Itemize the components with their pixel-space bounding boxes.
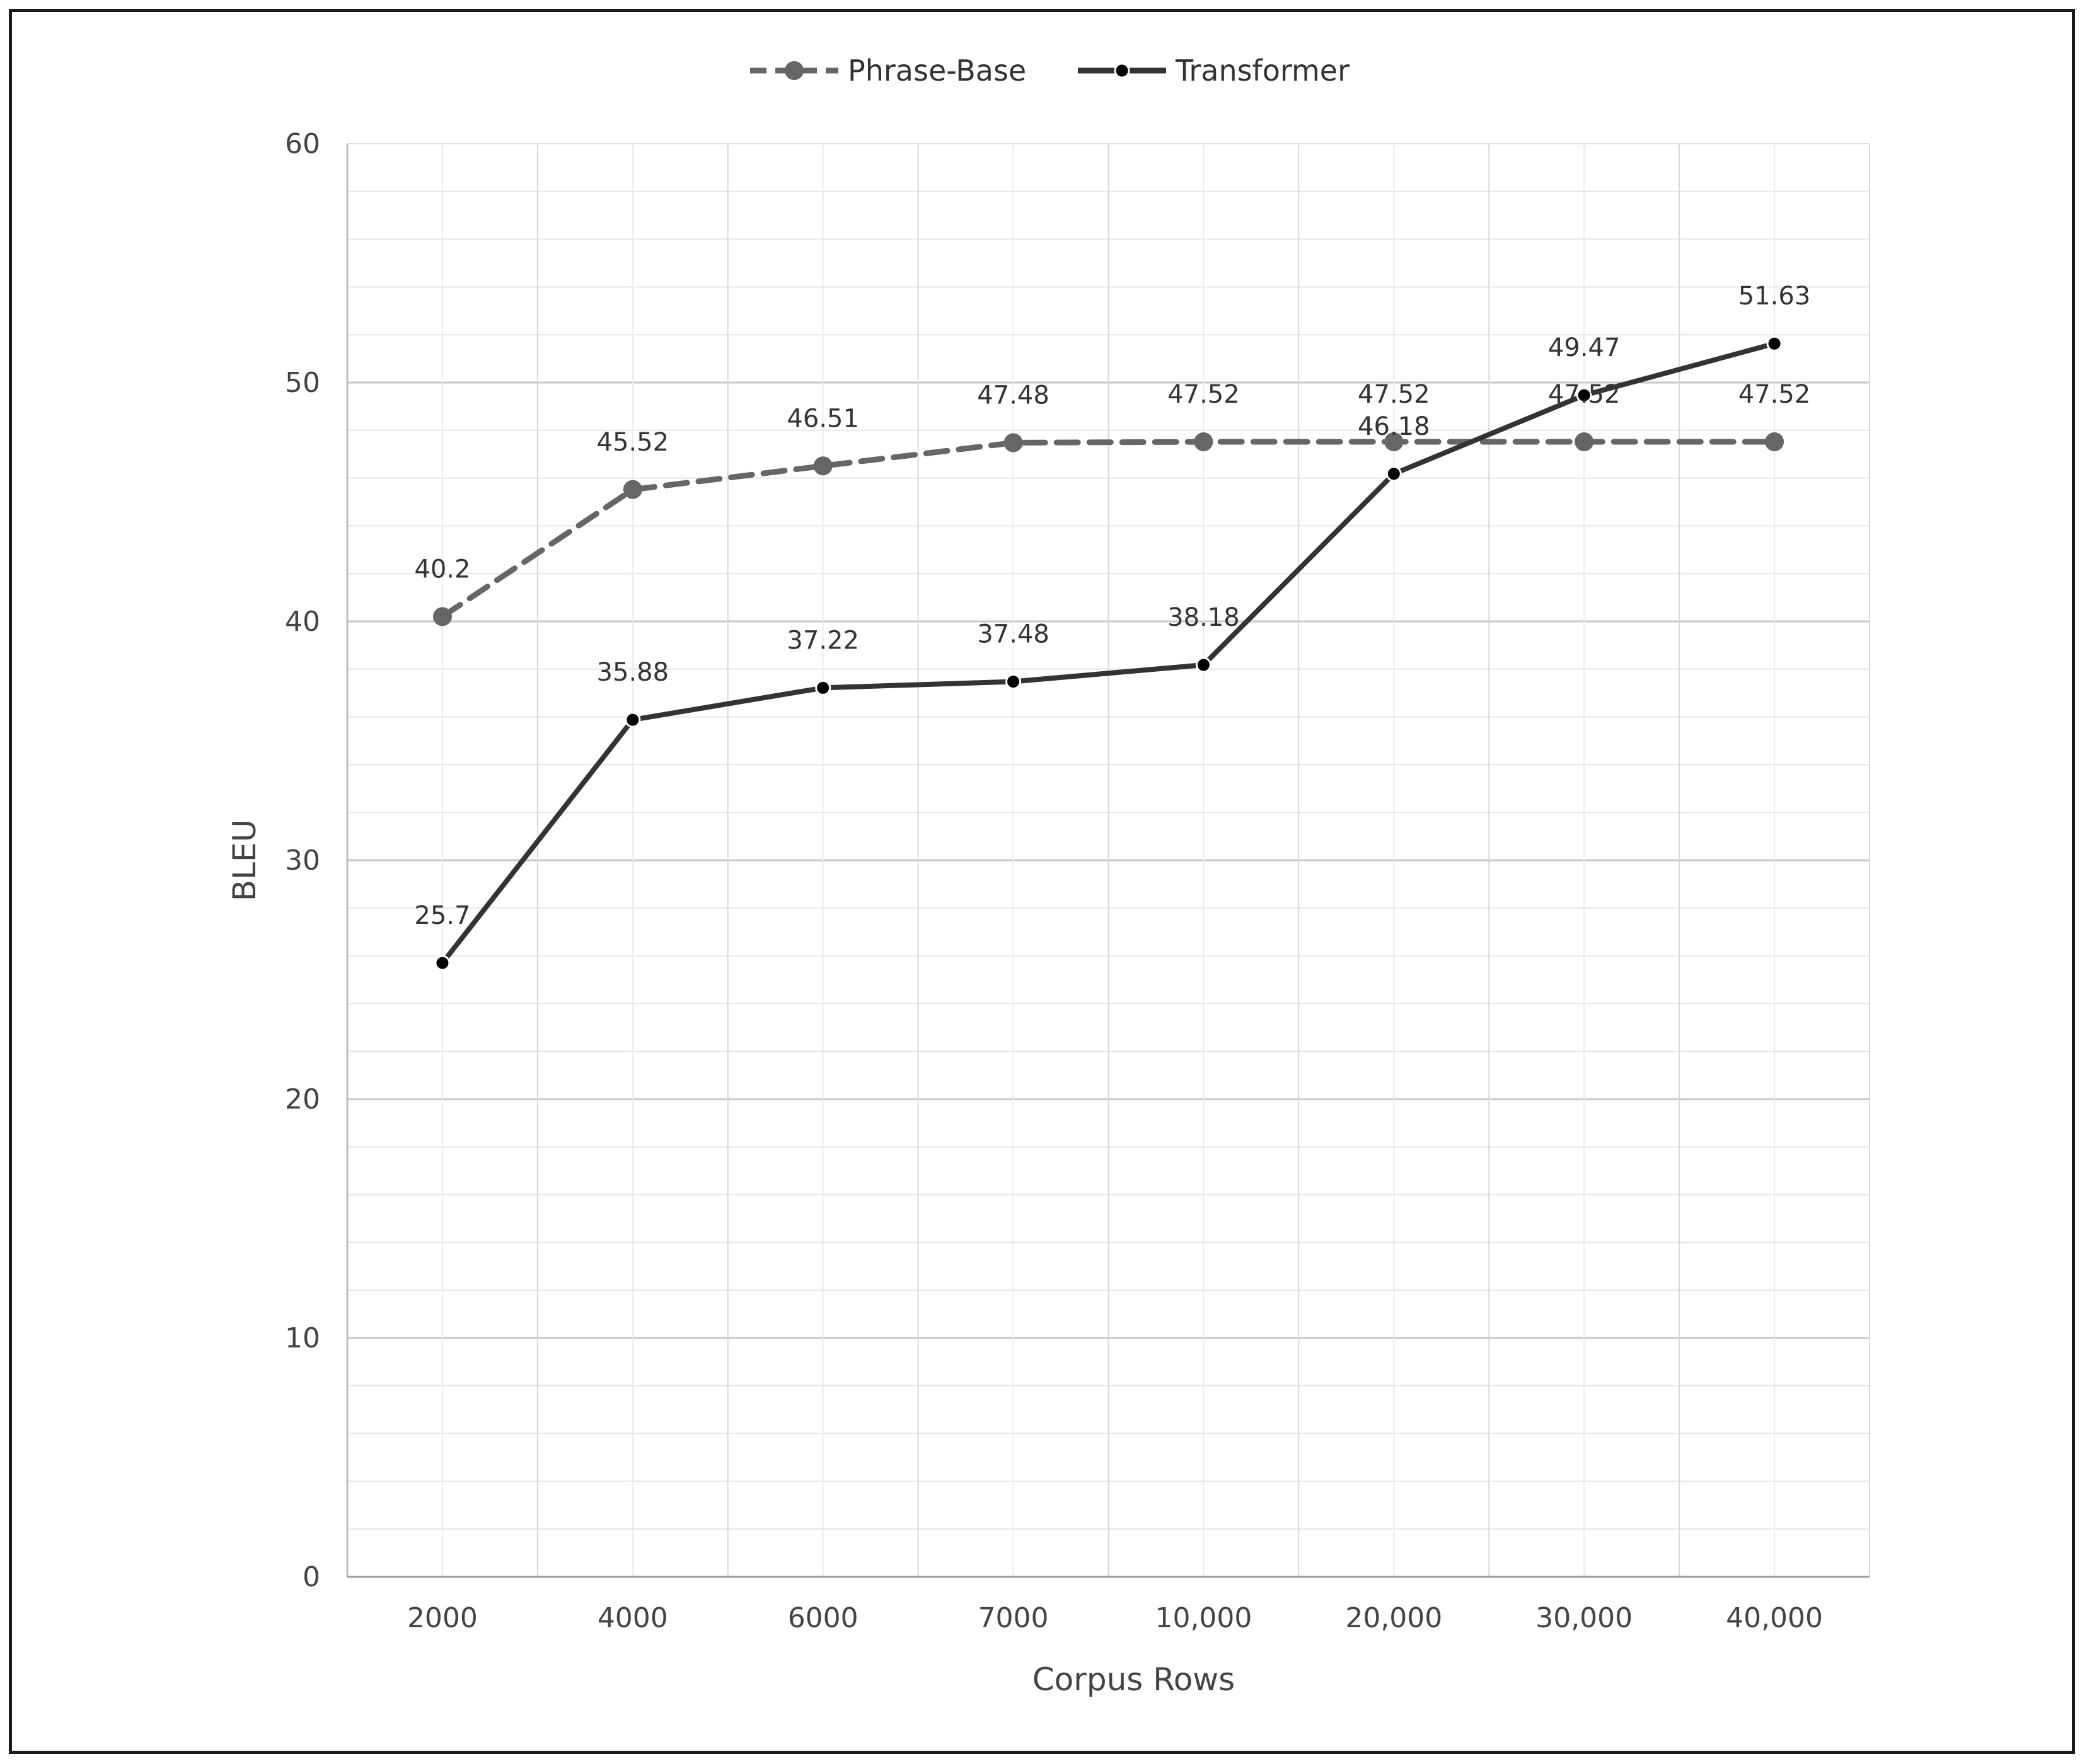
data-point [1195, 657, 1211, 673]
y-axis-title: BLEU [226, 819, 263, 901]
data-point [434, 955, 451, 971]
data-point [1003, 433, 1023, 453]
x-tick-label: 4000 [598, 1602, 668, 1634]
y-tick-label: 0 [303, 1561, 320, 1593]
y-tick-label: 20 [285, 1083, 320, 1115]
data-point [1384, 432, 1404, 451]
x-tick-label: 2000 [407, 1602, 478, 1634]
data-point [625, 712, 641, 728]
data-point [813, 456, 833, 476]
data-label: 37.48 [977, 620, 1049, 649]
legend-swatch-marker [785, 61, 804, 80]
data-label: 45.52 [597, 428, 669, 457]
data-label: 51.63 [1738, 282, 1811, 311]
data-labels: 40.2 45.52 46.51 47.48 47.52 47.52 47.52 47.52 2… [414, 282, 1810, 930]
chart-frame [9, 9, 2075, 1754]
data-point [1576, 387, 1592, 403]
data-label: 47.52 [1358, 380, 1430, 409]
data-point [623, 480, 642, 499]
x-tick-label: 20,000 [1345, 1602, 1442, 1634]
axes: 0 10 20 30 40 50 60 2000 4000 6000 7000 10,000 20,00… [226, 128, 1870, 1698]
x-tick-label: 7000 [978, 1602, 1049, 1634]
data-point [1385, 466, 1402, 482]
data-point [1575, 432, 1594, 451]
data-label: 37.22 [787, 626, 859, 655]
x-tick-label: 10,000 [1155, 1602, 1252, 1634]
data-label: 46.51 [787, 404, 859, 433]
y-tick-label: 30 [285, 845, 320, 877]
series-line-transformer [439, 341, 1778, 966]
data-point [1765, 432, 1784, 451]
data-label: 25.7 [414, 901, 470, 930]
y-tick-label: 60 [285, 128, 320, 160]
data-label: 35.88 [597, 658, 669, 687]
data-label: 47.52 [1167, 380, 1240, 409]
data-label: 47.52 [1548, 380, 1621, 409]
x-tick-label: 40,000 [1726, 1602, 1823, 1634]
x-tick-label: 6000 [788, 1602, 859, 1634]
x-axis-title: Corpus Rows [1032, 1661, 1235, 1698]
y-tick-label: 50 [285, 367, 320, 399]
legend-swatch-marker [1114, 62, 1130, 79]
data-point [432, 607, 452, 626]
data-label: 47.48 [977, 381, 1049, 410]
data-point [1194, 432, 1213, 451]
legend-label: Phrase-Base [848, 54, 1026, 88]
data-label: 40.2 [414, 555, 470, 584]
data-label: 47.52 [1738, 380, 1811, 409]
data-label: 46.18 [1358, 412, 1430, 441]
grid [347, 143, 1870, 1577]
legend: Phrase-Base Transformer [750, 54, 1350, 88]
data-point [1766, 335, 1783, 352]
x-tick-label: 30,000 [1535, 1602, 1633, 1634]
data-label: 38.18 [1167, 603, 1240, 632]
data-label: 49.47 [1548, 333, 1621, 362]
plot-area [432, 335, 1784, 971]
legend-label: Transformer [1175, 54, 1350, 88]
data-point [1005, 674, 1022, 690]
y-tick-label: 10 [285, 1322, 320, 1354]
series-line-phrase-base [439, 439, 1778, 620]
data-point [815, 679, 831, 696]
y-tick-label: 40 [285, 606, 320, 638]
